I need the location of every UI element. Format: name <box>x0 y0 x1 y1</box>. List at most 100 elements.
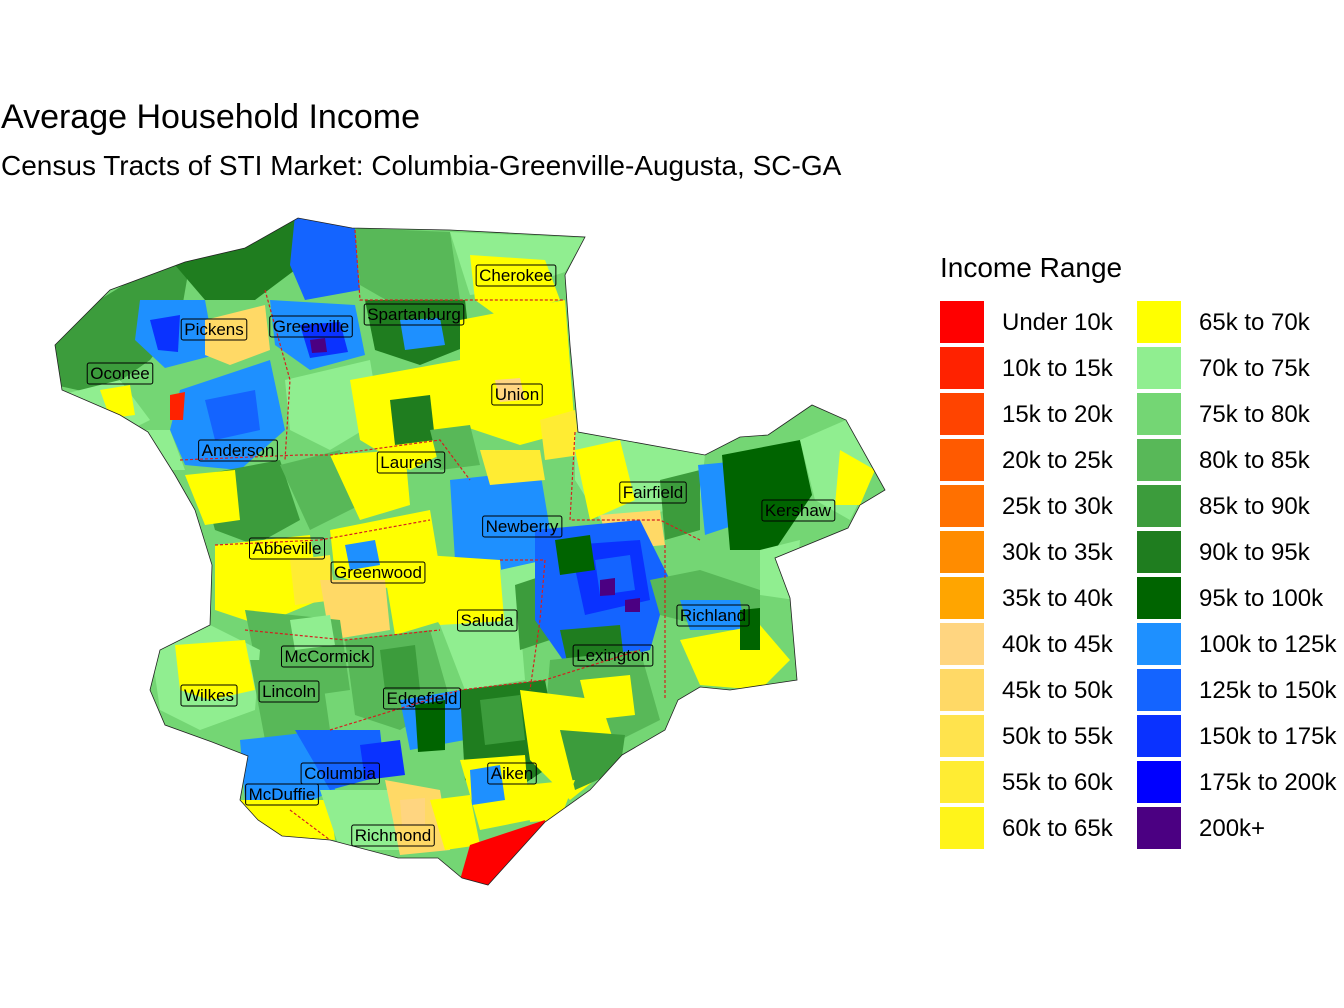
county-name: Cherokee <box>479 266 553 285</box>
legend-swatch <box>1137 531 1181 573</box>
county-name: Lincoln <box>262 682 316 701</box>
county-label: Greenwood <box>330 561 426 584</box>
county-name: Aiken <box>491 764 534 783</box>
legend-label: 200k+ <box>1199 815 1266 842</box>
legend-swatch <box>940 393 984 435</box>
county-name: Lexington <box>576 646 650 665</box>
legend-label: 85k to 90k <box>1199 493 1310 520</box>
county-label-box <box>363 303 465 326</box>
county-label-box <box>86 362 154 385</box>
county-label: Pickens <box>180 318 248 341</box>
county-name: Spartanburg <box>367 305 461 324</box>
legend-label: 125k to 150k <box>1199 677 1337 704</box>
legend-swatch <box>940 715 984 757</box>
county-label: Abbeville <box>249 537 325 560</box>
county-label-box <box>761 499 836 522</box>
legend-label: 20k to 25k <box>1002 447 1113 474</box>
legend-label: 40k to 45k <box>1002 631 1113 658</box>
county-label: Lincoln <box>258 680 320 703</box>
legend-label: 65k to 70k <box>1199 309 1310 336</box>
legend-swatch <box>940 301 984 343</box>
county-label: Fairfield <box>619 481 687 504</box>
legend-swatch <box>940 347 984 389</box>
county-label-box <box>351 824 435 847</box>
legend-label: 15k to 20k <box>1002 401 1113 428</box>
county-name: Oconee <box>90 364 150 383</box>
county-name: Richmond <box>355 826 432 845</box>
county-name: McCormick <box>285 647 370 666</box>
map-title: Average Household Income <box>1 98 420 136</box>
legend-label: 95k to 100k <box>1199 585 1324 612</box>
county-name: Greenwood <box>334 563 422 582</box>
legend-label: 90k to 95k <box>1199 539 1310 566</box>
legend-swatch <box>1137 439 1181 481</box>
legend-swatch <box>940 485 984 527</box>
county-label: Richmond <box>351 824 435 847</box>
county-label: Richland <box>676 604 750 627</box>
legend-label: 60k to 65k <box>1002 815 1113 842</box>
county-label: McDuffie <box>245 783 319 806</box>
county-label-box <box>676 604 750 627</box>
legend-swatch <box>940 761 984 803</box>
county-label: Edgefield <box>383 687 461 710</box>
legend-swatch <box>1137 669 1181 711</box>
county-label-box <box>269 315 353 338</box>
county-label: Greenville <box>269 315 353 338</box>
county-label: Aiken <box>487 762 537 785</box>
legend-label: 55k to 60k <box>1002 769 1113 796</box>
county-label-box <box>572 644 654 667</box>
legend-label: 75k to 80k <box>1199 401 1310 428</box>
county-label-box <box>180 684 238 707</box>
legend-label: 100k to 125k <box>1199 631 1337 658</box>
county-label: Union <box>491 383 543 406</box>
legend-title: Income Range <box>940 252 1123 283</box>
county-label: Kershaw <box>761 499 836 522</box>
legend-swatch <box>1137 761 1181 803</box>
legend-label: 10k to 15k <box>1002 355 1113 382</box>
county-label-box <box>619 481 687 504</box>
legend-swatch <box>1137 623 1181 665</box>
county-label: Anderson <box>198 439 278 462</box>
legend-swatch <box>1137 807 1181 849</box>
county-label-box <box>281 645 374 668</box>
county-label: Newberry <box>482 515 563 538</box>
county-name: Newberry <box>486 517 559 536</box>
legend-swatch <box>940 807 984 849</box>
county-label: Columbia <box>300 762 380 785</box>
county-name: Wilkes <box>184 686 234 705</box>
legend-swatch <box>940 531 984 573</box>
legend-swatch <box>1137 715 1181 757</box>
county-label: Wilkes <box>180 684 238 707</box>
tract-layer <box>55 218 885 885</box>
choropleth-map: Cherokee Pickens Greenville Spartanburg Ocon… <box>54 217 886 886</box>
county-labels: Cherokee Pickens Greenville Spartanburg Ocon… <box>86 264 836 847</box>
legend-label: Under 10k <box>1002 309 1113 336</box>
county-name: Laurens <box>380 453 441 472</box>
county-name: Richland <box>680 606 746 625</box>
county-name: Abbeville <box>253 539 322 558</box>
county-label-box <box>457 609 518 632</box>
legend-label: 50k to 55k <box>1002 723 1113 750</box>
legend-swatch <box>1137 485 1181 527</box>
legend-label: 150k to 175k <box>1199 723 1337 750</box>
county-name: Saluda <box>461 611 514 630</box>
legend-label: 30k to 35k <box>1002 539 1113 566</box>
legend-swatch <box>1137 301 1181 343</box>
county-name: Edgefield <box>387 689 458 708</box>
county-label-box <box>475 264 557 287</box>
legend-label: 80k to 85k <box>1199 447 1310 474</box>
legend-swatch <box>1137 393 1181 435</box>
county-name: Columbia <box>304 764 376 783</box>
county-name: Kershaw <box>765 501 832 520</box>
county-name: McDuffie <box>249 785 316 804</box>
county-label: Laurens <box>376 451 446 474</box>
county-label-box <box>330 561 426 584</box>
legend-swatch <box>940 439 984 481</box>
county-label: Oconee <box>86 362 154 385</box>
county-name: Fairfield <box>623 483 683 502</box>
legend-label: 70k to 75k <box>1199 355 1310 382</box>
legend-swatch <box>940 577 984 619</box>
county-label: Saluda <box>457 609 518 632</box>
legend-label: 175k to 200k <box>1199 769 1337 796</box>
county-label-box <box>180 318 248 341</box>
